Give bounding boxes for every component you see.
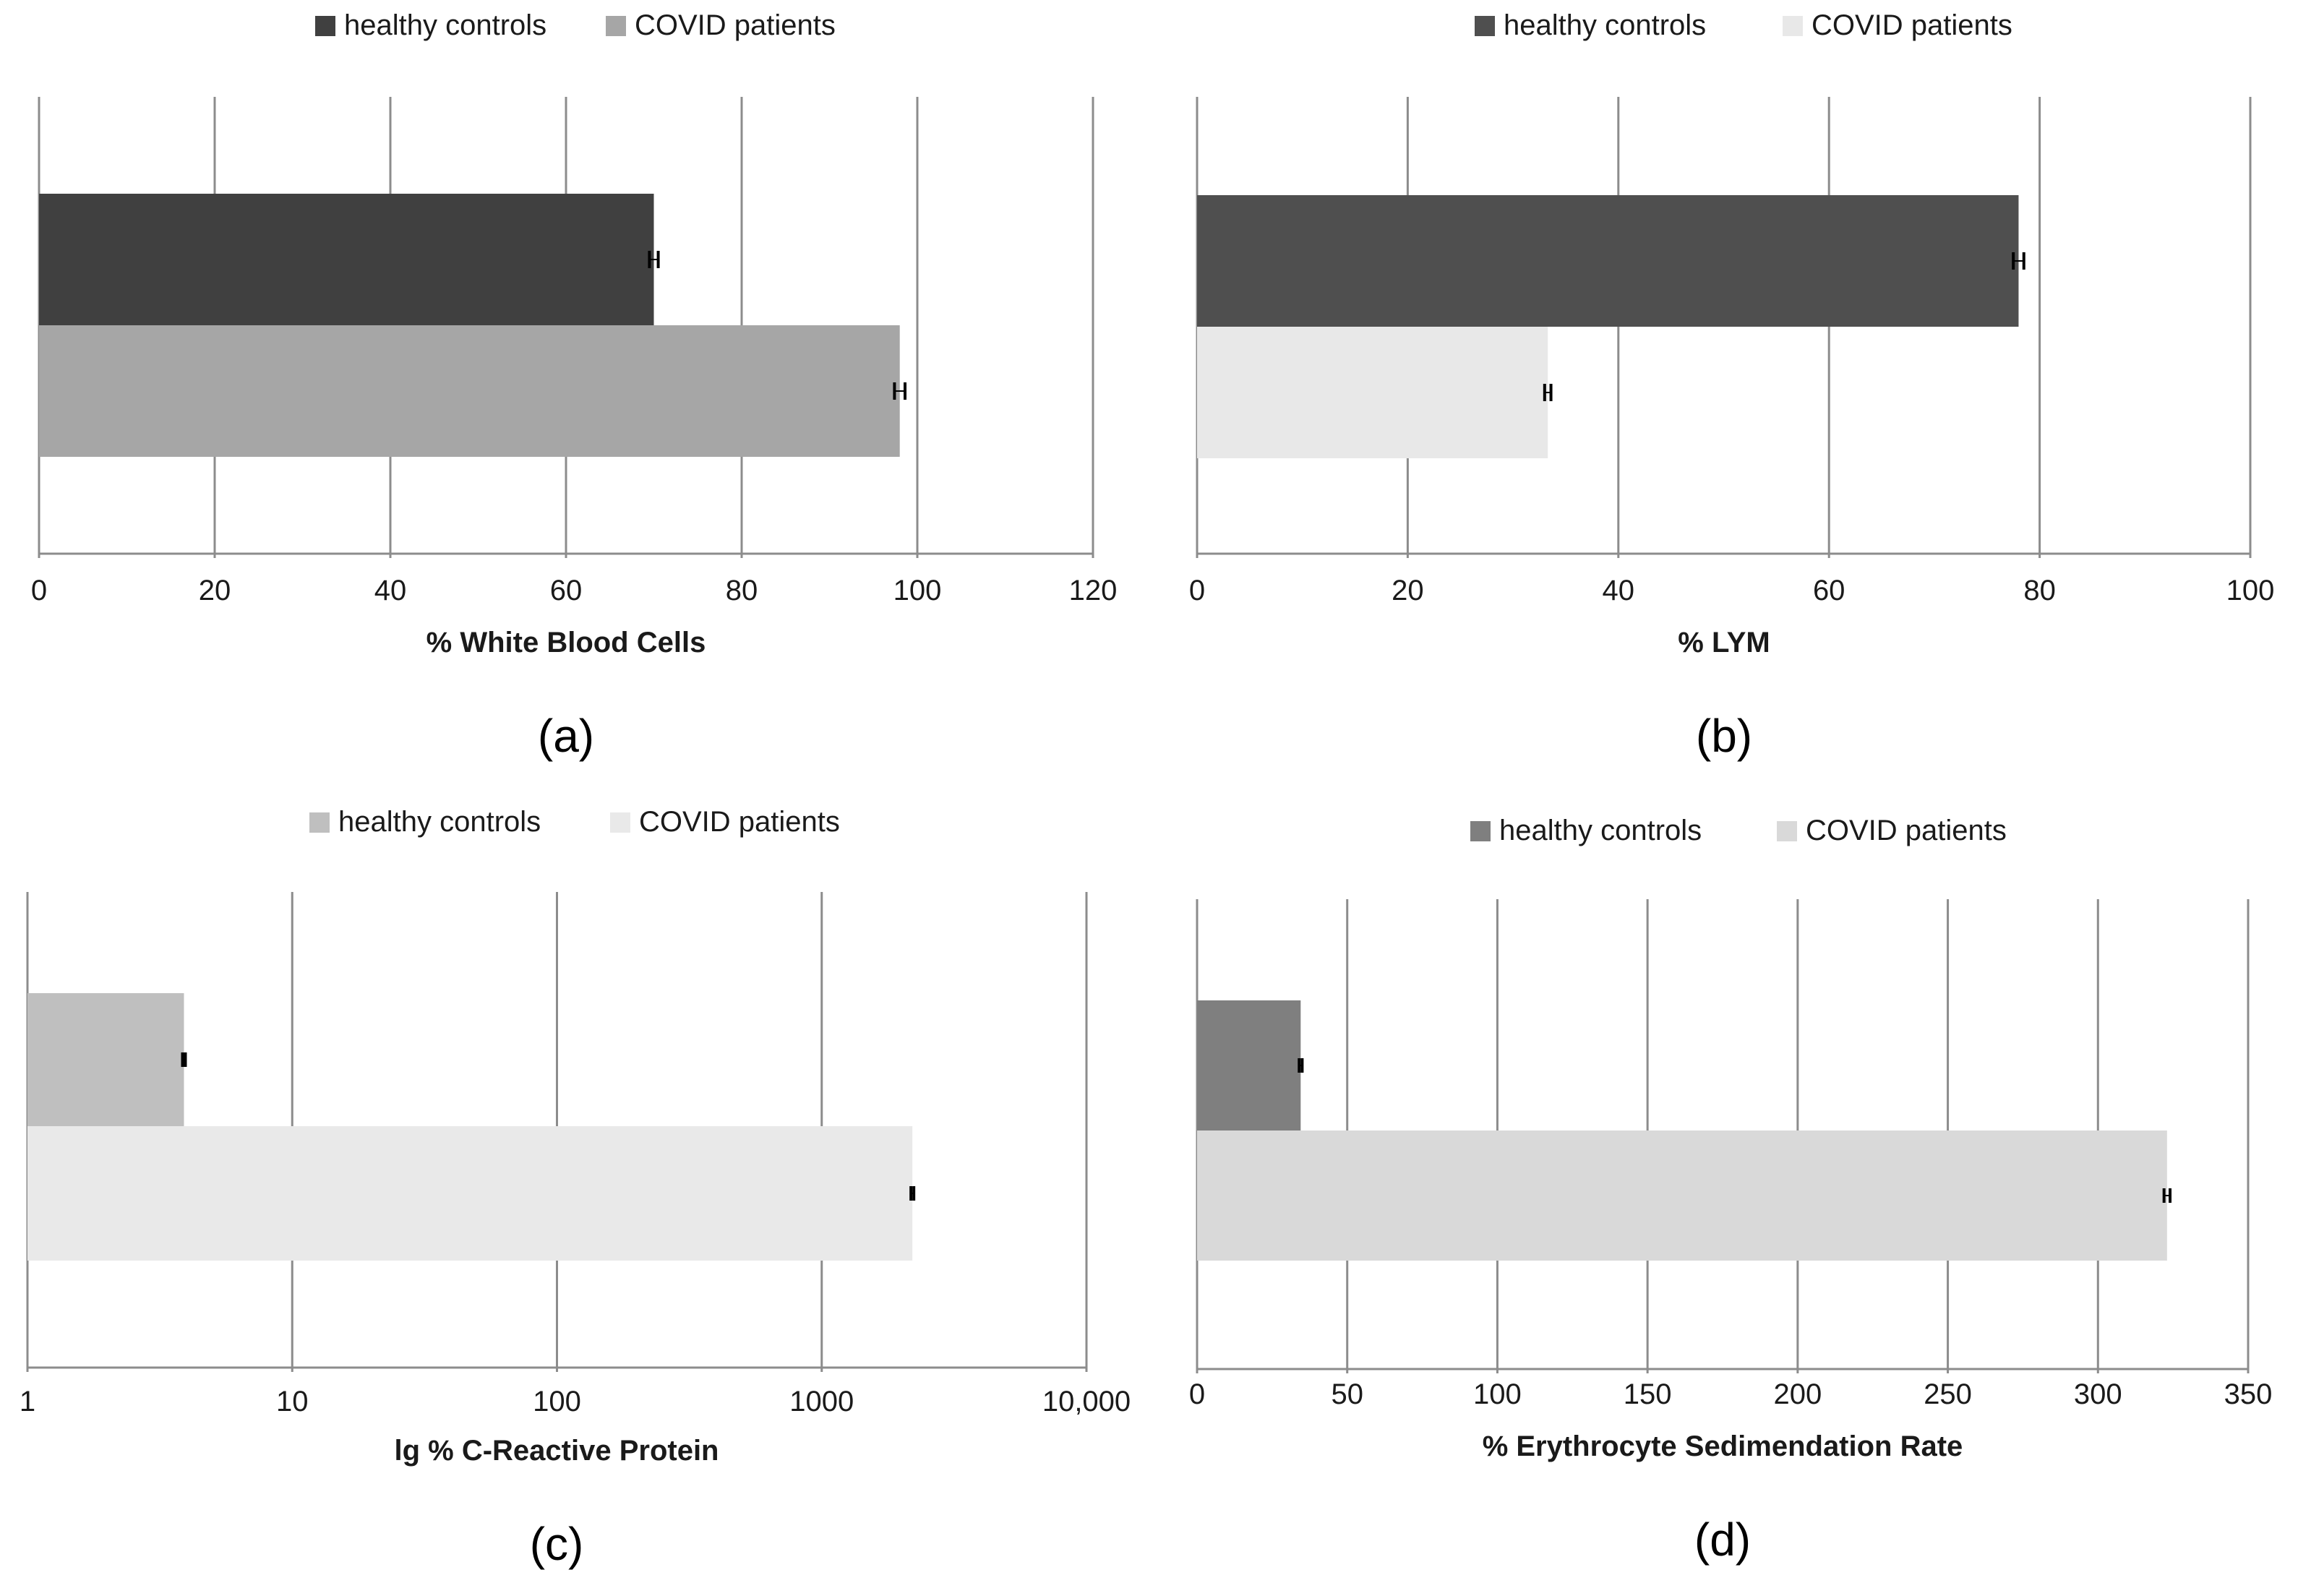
- error-bar-healthy-controls: [181, 1052, 187, 1067]
- x-tick-label: 20: [1392, 575, 1424, 606]
- bar-healthy-controls: [1197, 1000, 1301, 1130]
- panel-d-chart: 0 50 100 150 200 250 300 350 healthy controls COV…: [1189, 815, 2273, 1566]
- legend-label-healthy-controls: healthy controls: [1504, 9, 1706, 41]
- x-tick-label: 100: [893, 575, 942, 606]
- x-tick-label: 50: [1331, 1378, 1363, 1410]
- x-tick-label: 1: [20, 1386, 35, 1417]
- x-tick-label: 0: [1189, 1378, 1205, 1410]
- x-axis-title: lg % C-Reactive Protein: [394, 1435, 719, 1467]
- legend-swatch-covid-patients: [1783, 16, 1803, 36]
- bar-covid-patients: [39, 325, 900, 457]
- x-tick-label: 0: [1189, 575, 1205, 606]
- x-tick-label: 20: [199, 575, 231, 606]
- x-tick-label: 100: [1473, 1378, 1522, 1410]
- x-tick-label: 60: [1813, 575, 1845, 606]
- x-axis-title: % Erythrocyte Sedimendation Rate: [1483, 1430, 1963, 1462]
- x-tick-label: 150: [1624, 1378, 1672, 1410]
- bar-healthy-controls: [27, 993, 184, 1126]
- legend-label-covid-patients: COVID patients: [639, 806, 840, 838]
- panel-label: (a): [538, 710, 594, 762]
- bar-healthy-controls: [1197, 195, 2019, 327]
- panel-a-chart: 0 20 40 60 80 100 120 healthy controls COVID pat…: [31, 9, 1118, 762]
- legend-label-healthy-controls: healthy controls: [1499, 815, 1702, 846]
- panel-label: (d): [1694, 1514, 1751, 1566]
- x-tick-label: 80: [726, 575, 758, 606]
- legend-swatch-covid-patients: [606, 16, 626, 36]
- legend-label-healthy-controls: healthy controls: [338, 806, 541, 838]
- legend-swatch-healthy-controls: [315, 16, 335, 36]
- x-tick-label: 250: [1924, 1378, 1972, 1410]
- legend-swatch-covid-patients: [610, 812, 630, 833]
- legend-label-covid-patients: COVID patients: [635, 9, 836, 41]
- x-tick-label: 1000: [789, 1386, 854, 1417]
- bar-covid-patients: [1197, 327, 1548, 458]
- x-tick-label: 60: [550, 575, 583, 606]
- x-axis-title: % LYM: [1678, 627, 1770, 658]
- x-tick-label: 120: [1069, 575, 1118, 606]
- panel-c-chart: 1 10 100 1000 10,000 healthy controls COVID pa…: [20, 806, 1131, 1570]
- x-tick-label: 300: [2074, 1378, 2122, 1410]
- error-bar-covid-patients: [1543, 384, 1553, 401]
- x-tick-label: 100: [533, 1386, 581, 1417]
- x-tick-label: 10: [276, 1386, 309, 1417]
- bar-healthy-controls: [39, 194, 654, 325]
- x-tick-label: 200: [1773, 1378, 1822, 1410]
- error-bar-covid-patients: [2162, 1188, 2171, 1203]
- x-tick-label: 10,000: [1042, 1386, 1131, 1417]
- panel-b-chart: 0 20 40 60 80 100 healthy controls COVID patien…: [1189, 9, 2275, 762]
- legend-label-healthy-controls: healthy controls: [344, 9, 546, 41]
- error-bar-healthy-controls: [648, 251, 660, 268]
- error-bar-covid-patients: [909, 1186, 916, 1201]
- x-tick-label: 100: [2226, 575, 2275, 606]
- error-bar-healthy-controls: [2012, 252, 2025, 270]
- bar-covid-patients: [27, 1126, 913, 1261]
- x-tick-label: 80: [2023, 575, 2056, 606]
- x-tick-label: 0: [31, 575, 47, 606]
- x-tick-label: 40: [374, 575, 407, 606]
- error-bar-healthy-controls: [1298, 1058, 1304, 1073]
- panel-label: (c): [530, 1518, 584, 1570]
- error-bar-covid-patients: [893, 382, 906, 400]
- legend-swatch-healthy-controls: [309, 812, 330, 833]
- legend-swatch-healthy-controls: [1470, 821, 1491, 841]
- legend-label-covid-patients: COVID patients: [1806, 815, 2007, 846]
- x-axis-title: % White Blood Cells: [426, 627, 706, 658]
- legend-swatch-healthy-controls: [1475, 16, 1495, 36]
- x-tick-label: 350: [2224, 1378, 2273, 1410]
- bar-covid-patients: [1197, 1130, 2167, 1261]
- legend-swatch-covid-patients: [1777, 821, 1797, 841]
- panel-label: (b): [1696, 710, 1752, 762]
- legend-label-covid-patients: COVID patients: [1812, 9, 2012, 41]
- x-tick-label: 40: [1603, 575, 1635, 606]
